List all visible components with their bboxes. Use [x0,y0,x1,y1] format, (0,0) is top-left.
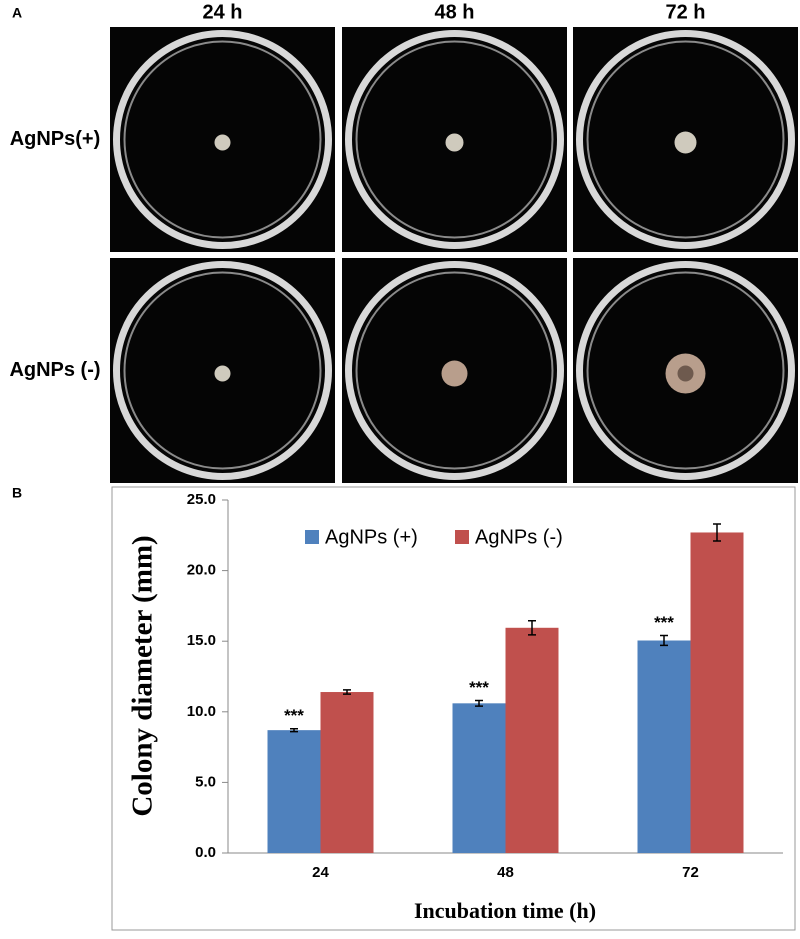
y-tick-label: 15.0 [187,632,216,649]
error-bar [713,523,721,542]
colony [441,360,468,387]
column-header: 24 h [202,1,242,23]
significance-label: *** [469,678,489,697]
y-tick-label: 0.0 [195,844,216,861]
plate-rim [113,261,332,480]
error-bar [528,619,536,636]
bar [505,627,559,853]
y-tick-label: 20.0 [187,562,216,579]
error-bar [290,727,298,733]
bar [267,730,321,853]
error-bar [660,634,668,647]
column-header: 48 h [434,1,474,23]
plate-rim [355,271,554,470]
x-axis-title: Incubation time (h) [414,898,596,923]
bar [452,703,506,853]
plate-rim [345,30,564,249]
y-tick-label: 10.0 [187,703,216,720]
colony-center [677,365,694,382]
y-tick-label: 5.0 [195,773,216,790]
plate-rim [123,271,322,470]
significance-label: *** [284,706,304,725]
bar [690,532,744,853]
photo-grid [110,27,798,483]
x-tick-label: 24 [312,864,329,881]
row-header: AgNPs (-) [9,359,100,381]
y-axis-title: Colony diameter (mm) [127,535,159,816]
row-header: AgNPs(+) [10,128,101,150]
error-bar [475,699,483,707]
colony [214,134,231,151]
plate-rim [355,40,554,239]
panel-label: B [12,485,22,501]
bar [637,640,691,853]
colony [674,131,697,154]
legend-label: AgNPs (-) [475,526,563,548]
plate-rim [586,271,785,470]
plate-rim [113,30,332,249]
y-tick-label: 25.0 [187,491,216,508]
legend-label: AgNPs (+) [325,526,418,548]
colony [445,133,464,152]
bar [320,692,374,853]
x-tick-label: 48 [497,864,514,881]
plate-rim [586,40,785,239]
plate-rim [123,40,322,239]
panel-label: A [12,5,22,21]
error-bar [343,689,351,695]
legend-swatch [305,530,319,544]
plate-rim [576,30,795,249]
plate-rim [576,261,795,480]
plate-rim [345,261,564,480]
x-tick-label: 72 [682,864,699,881]
chart-frame [111,486,796,931]
legend-swatch [455,530,469,544]
colony [214,365,231,382]
significance-label: *** [654,613,674,632]
column-header: 72 h [665,1,705,23]
